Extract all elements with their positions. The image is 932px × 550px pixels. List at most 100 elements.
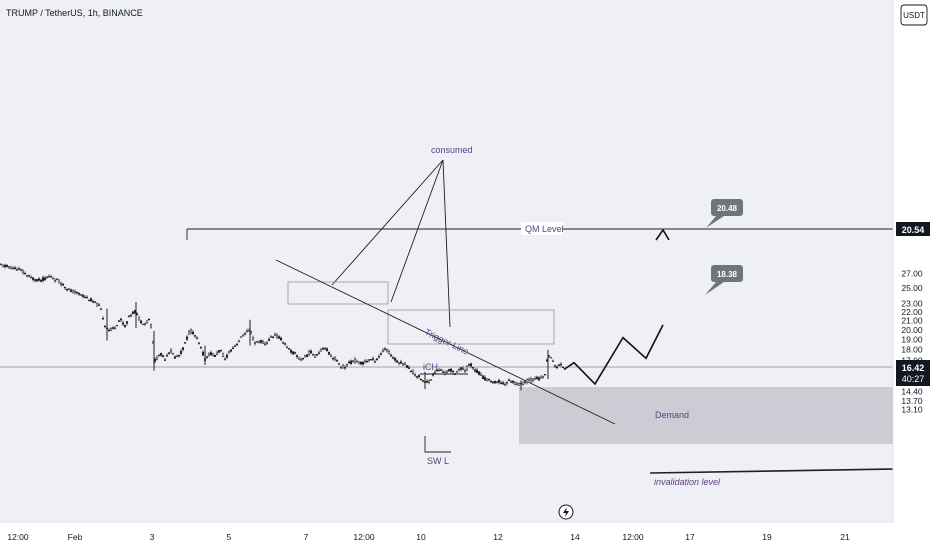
candle-body <box>191 331 195 335</box>
candle-body <box>467 364 471 366</box>
candle-body <box>293 352 297 354</box>
candle-body <box>391 357 395 359</box>
candle-body <box>501 382 505 385</box>
candle-body <box>269 336 273 338</box>
candle-body <box>0 263 3 266</box>
candle-body <box>487 378 491 381</box>
candle-body <box>157 355 161 357</box>
candle-body <box>45 276 49 279</box>
price-tick-label: 14.40 <box>901 387 923 397</box>
candle-body <box>245 330 249 332</box>
time-tick-label: 21 <box>840 532 850 542</box>
target-mid-value: 18.38 <box>717 270 738 279</box>
candle-body <box>43 277 47 280</box>
candle-body <box>441 371 445 373</box>
candle-body <box>395 360 399 363</box>
candle-body <box>411 370 415 374</box>
candle-body <box>357 361 361 364</box>
candle-body <box>21 270 25 274</box>
candle-body <box>37 278 41 281</box>
candle-body <box>83 296 87 299</box>
candle-body <box>85 297 89 299</box>
candle-body <box>305 354 309 357</box>
candle-body <box>113 327 117 329</box>
candle-body <box>537 377 541 381</box>
candle-body <box>461 367 465 371</box>
symbol-title[interactable]: TRUMP / TetherUS, 1h, BINANCE <box>6 8 143 18</box>
candle-body <box>211 353 215 357</box>
candle-body <box>7 266 11 268</box>
candle-body <box>25 275 29 277</box>
candle-body <box>379 353 383 355</box>
price-tick-label: 18.00 <box>901 345 923 355</box>
candle-body <box>183 342 187 344</box>
candle-body <box>491 381 495 383</box>
candle-body <box>303 355 307 358</box>
consumed-lines <box>331 159 451 328</box>
currency-button[interactable]: USDT <box>900 4 928 26</box>
candle-body <box>53 280 57 282</box>
candle-body <box>465 366 469 370</box>
candle-body <box>165 355 169 357</box>
candle-body <box>365 360 369 363</box>
candle-body <box>271 336 275 338</box>
candle-body <box>409 370 413 373</box>
candle-body <box>331 357 335 360</box>
candle-body <box>307 351 311 355</box>
candle-body <box>11 267 15 269</box>
candle-body <box>381 349 385 353</box>
lightning-icon[interactable] <box>558 504 574 520</box>
candle-body <box>405 365 409 368</box>
candle-body <box>541 376 545 378</box>
candle-body <box>421 380 425 382</box>
candle-body <box>419 378 423 381</box>
projection-arrowhead <box>655 228 670 241</box>
candle-body <box>3 264 7 268</box>
candle-body <box>223 358 227 361</box>
candle-body <box>47 276 51 278</box>
candle-body <box>143 323 147 325</box>
swing-low-label: SW L <box>427 456 449 466</box>
candle-body <box>295 355 299 358</box>
candle-body <box>351 360 355 362</box>
candle-body <box>417 375 421 378</box>
time-tick-label: 7 <box>304 532 309 542</box>
consumed-label: consumed <box>431 145 473 155</box>
candle-body <box>343 367 347 369</box>
candle-body <box>349 360 353 365</box>
candle-body <box>59 282 63 285</box>
candle-body <box>479 373 483 376</box>
candle-body <box>97 304 101 306</box>
candle-body <box>179 350 183 354</box>
current-price-tag: 16.42 40:27 <box>896 360 930 386</box>
candle-body <box>341 365 345 369</box>
candle-body <box>427 380 431 383</box>
candle-body <box>175 355 179 357</box>
candle-body <box>65 289 69 291</box>
price-tick-label: 19.00 <box>901 335 923 345</box>
candle-body <box>483 377 487 381</box>
time-axis[interactable] <box>0 522 893 550</box>
candle-body <box>241 335 245 337</box>
candle-body <box>285 346 289 349</box>
candle-body <box>145 320 149 323</box>
candle-body <box>561 366 565 369</box>
candle-body <box>325 348 329 351</box>
candle-body <box>187 331 191 335</box>
price-axis[interactable] <box>893 0 932 550</box>
candle-body <box>555 366 559 369</box>
candle-body <box>235 343 239 346</box>
candle-body <box>251 336 255 340</box>
candle-body <box>455 371 459 373</box>
candle-body <box>171 353 175 355</box>
candle-body <box>477 371 481 375</box>
candle-body <box>553 365 557 367</box>
target-bubble-mid: 18.38 <box>705 265 743 295</box>
candle-body <box>413 374 417 376</box>
candle-body <box>31 277 35 280</box>
candle-body <box>147 318 151 321</box>
candle-body <box>17 268 21 270</box>
candle-body <box>529 378 533 382</box>
time-tick-label: 19 <box>762 532 772 542</box>
